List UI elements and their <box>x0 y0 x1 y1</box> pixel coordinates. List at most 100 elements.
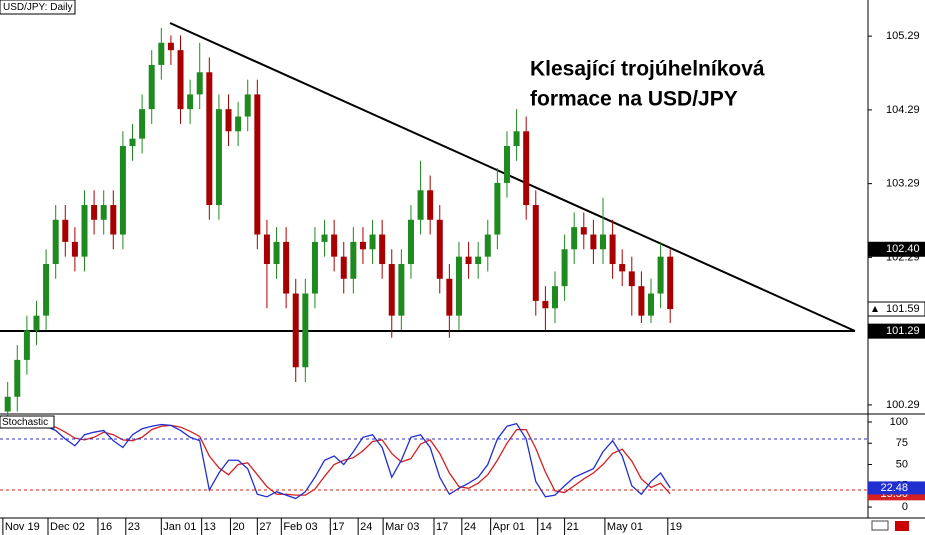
x-tick-label: Dec 02 <box>50 521 85 533</box>
candle-body <box>359 241 366 250</box>
candle-body <box>148 64 155 110</box>
candle-body <box>311 241 318 294</box>
chart-title: USD/JPY: Daily <box>3 2 72 13</box>
candle-body <box>551 286 558 309</box>
candle-body <box>532 205 539 301</box>
indicator-title: Stochastic <box>2 417 48 428</box>
candle-body <box>542 300 549 309</box>
price-marker-arrow <box>872 306 878 313</box>
candle-body <box>590 234 597 250</box>
candle-body <box>340 256 347 279</box>
candle-body <box>436 219 443 279</box>
candle-body <box>484 234 491 257</box>
price-marker <box>867 241 925 257</box>
candle-body <box>619 264 626 272</box>
candle-body <box>139 109 146 139</box>
candle-body <box>417 190 424 220</box>
candle-body <box>465 256 472 265</box>
candle-body <box>91 205 98 220</box>
y-tick-label: 0 <box>902 501 908 513</box>
candle-body <box>43 264 50 316</box>
title-box <box>0 0 76 15</box>
close-icon[interactable] <box>895 521 909 531</box>
candle-body <box>52 219 59 265</box>
candle-body <box>225 109 232 132</box>
plot-area <box>4 28 674 500</box>
price-marker <box>867 323 925 339</box>
candle-body <box>119 146 126 235</box>
x-tick-label: 24 <box>464 521 476 533</box>
candle-body <box>513 131 520 147</box>
x-tick-label: Jan 01 <box>163 521 196 533</box>
candle-body <box>580 227 587 235</box>
stochastic-line <box>7 424 671 496</box>
candle-body <box>628 271 635 287</box>
price-marker-label: 101.59 <box>886 303 920 315</box>
candle-body <box>244 94 251 117</box>
x-tick-label: 21 <box>567 521 579 533</box>
x-tick-label: Mar 03 <box>385 521 419 533</box>
candle-body <box>388 264 395 316</box>
x-tick-label: Feb 03 <box>283 521 317 533</box>
descending-trendline <box>169 22 856 332</box>
candle-body <box>494 182 501 235</box>
candle-body <box>561 249 568 287</box>
candle-body <box>235 116 242 132</box>
price-marker <box>867 301 925 317</box>
candle-body <box>523 131 530 206</box>
candle-body <box>667 256 674 310</box>
candle-body <box>657 256 664 294</box>
candle-body <box>283 241 290 294</box>
candle-body <box>62 219 69 242</box>
y-tick-label: 103.29 <box>886 178 920 190</box>
indicator-title-box <box>0 415 55 429</box>
candle-body <box>648 293 654 316</box>
x-tick-label: 19 <box>670 521 682 533</box>
candle-body <box>187 94 194 110</box>
candle-body <box>446 278 453 316</box>
candle-body <box>215 109 222 206</box>
candle-body <box>503 146 510 183</box>
candle-body <box>14 359 21 397</box>
candle-body <box>571 227 578 250</box>
candle-body <box>379 234 386 265</box>
candle-body <box>23 330 30 360</box>
x-tick-label: May 01 <box>607 521 643 533</box>
x-tick-label: 17 <box>332 521 344 533</box>
candle-body <box>110 205 117 235</box>
annotation: formace na USD/JPY <box>530 88 738 111</box>
x-tick-label: 24 <box>360 521 372 533</box>
candle-body <box>167 42 174 51</box>
candle-body <box>369 234 376 250</box>
candle-body <box>129 138 136 147</box>
candle-body <box>81 205 88 257</box>
value-label: 22.48 <box>880 482 908 494</box>
candle-body <box>350 241 357 279</box>
candle-body <box>71 241 78 257</box>
candle-body <box>273 241 280 265</box>
x-tick-label: 13 <box>204 521 216 533</box>
candle-body <box>33 315 40 331</box>
x-tick-label: Apr 01 <box>493 521 525 533</box>
price-marker-label: 102.40 <box>886 243 920 255</box>
candle-body <box>599 234 606 250</box>
x-tick-label: 16 <box>100 521 112 533</box>
candle-body <box>302 293 309 368</box>
candle-body <box>609 234 616 265</box>
candle-body <box>196 72 203 95</box>
scroll-icon[interactable] <box>871 520 889 531</box>
candle-body <box>475 256 482 265</box>
candle-body <box>292 293 299 368</box>
y-tick-label: 75 <box>896 437 908 449</box>
y-tick-label: 50 <box>896 458 908 470</box>
candle-body <box>427 190 434 220</box>
candle-body <box>100 205 107 220</box>
candle-body <box>177 50 184 110</box>
y-tick-label: 100.29 <box>886 399 920 411</box>
y-tick-label: 105.29 <box>886 30 920 42</box>
price-marker-label: 101.29 <box>886 325 920 337</box>
x-tick-label: 27 <box>259 521 271 533</box>
annotation: Klesající trojúhelníková <box>530 58 765 81</box>
